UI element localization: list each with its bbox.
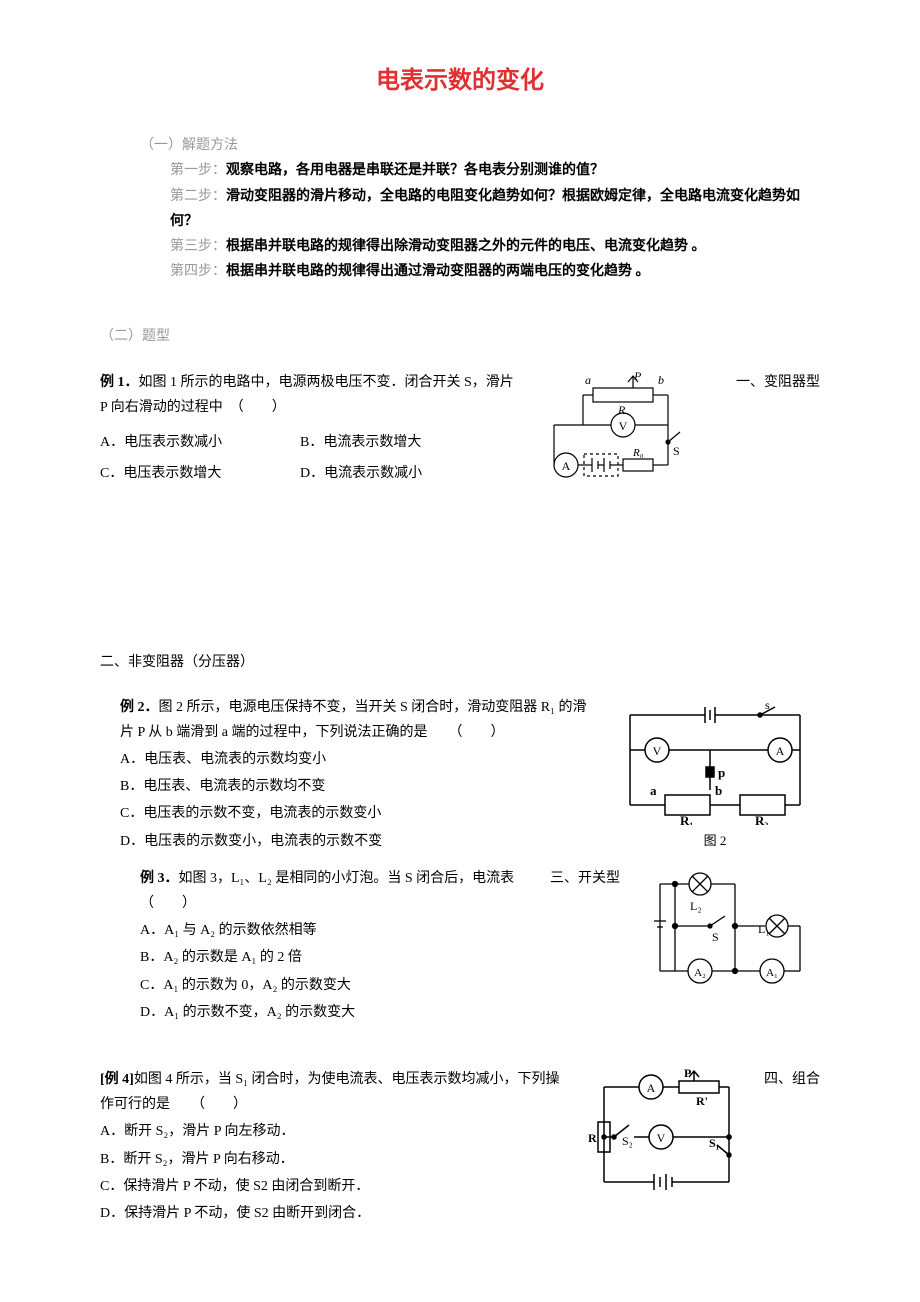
svg-text:S₁: S₁: [709, 1136, 720, 1150]
ex4-opt-b: B．断开 S₂，滑片 P 向右移动．: [100, 1147, 564, 1172]
svg-text:P: P: [633, 370, 642, 383]
example-2-options: A．电压表、电流表的示数均变小 B．电压表、电流表的示数均不变 C．电压表的示数…: [120, 747, 590, 854]
ex3-opt-c: C．A₁ 的示数为 0，A₂ 的示数变大: [140, 973, 610, 998]
example-2-stem: 例 2．图 2 所示，电源电压保持不变，当开关 S 闭合时，滑动变阻器 R₁ 的…: [120, 695, 590, 745]
example-3-label: 例 3．: [140, 871, 179, 886]
section-1-heading: （一）解题方法: [140, 133, 820, 158]
svg-text:V: V: [619, 419, 628, 433]
example-4-options: A．断开 S₂，滑片 P 向左移动． B．断开 S₂，滑片 P 向右移动． C．…: [100, 1119, 564, 1226]
step-4: 第四步：根据串并联电路的规律得出通过滑动变阻器的两端电压的变化趋势 。: [170, 259, 820, 284]
step-3-text: 根据串并联电路的规律得出除滑动变阻器之外的元件的电压、电流变化趋势 。: [226, 239, 706, 254]
type-1-label: 一、变阻器型: [736, 370, 820, 397]
step-1: 第一步：观察电路，各用电器是串联还是并联？各电表分别测谁的值？: [170, 158, 820, 183]
section-2-heading: （二）题型: [100, 324, 820, 349]
example-1-row: 例 1．如图 1 所示的电路中，电源两极电压不变．闭合开关 S，滑片 P 向右滑…: [100, 370, 820, 490]
svg-text:A: A: [776, 744, 785, 758]
svg-text:a: a: [585, 373, 591, 387]
ex4-opt-a: A．断开 S₂，滑片 P 向左移动．: [100, 1119, 564, 1144]
ex2-opt-a: A．电压表、电流表的示数均变小: [120, 747, 590, 772]
example-3-row: 三、开关型 例 3．如图 3，L₁、L₂ 是相同的小灯泡。当 S 闭合后，电流表…: [100, 866, 820, 1027]
example-4-stem: [例 4]如图 4 所示，当 S₁ 闭合时，为使电流表、电压表示数均减小，下列操…: [100, 1067, 564, 1117]
example-1-text: 如图 1 所示的电路中，电源两极电压不变．闭合开关 S，滑片 P 向右滑动的过程…: [100, 375, 514, 415]
ex3-opt-b: B．A₂ 的示数是 A₁ 的 2 倍: [140, 945, 610, 970]
ex1-opt-a: A．电压表示数减小: [100, 430, 300, 455]
circuit-2-svg: s V A p a b R₁: [610, 695, 820, 825]
svg-text:p: p: [718, 765, 725, 780]
step-2-text: 滑动变阻器的滑片移动，全电路的电阻变化趋势如何？根据欧姆定律，全电路电流变化趋势…: [170, 189, 800, 229]
example-1-label: 例 1．: [100, 375, 139, 390]
example-3-stem: 例 3．如图 3，L₁、L₂ 是相同的小灯泡。当 S 闭合后，电流表 （ ）: [140, 866, 610, 916]
ex1-opt-b: B．电流表示数增大: [300, 430, 500, 455]
svg-text:a: a: [650, 783, 657, 798]
step-2: 第二步：滑动变阻器的滑片移动，全电路的电阻变化趋势如何？根据欧姆定律，全电路电流…: [170, 184, 820, 234]
circuit-3-svg: L₂ S L₁: [630, 866, 820, 996]
example-2-row: 例 2．图 2 所示，电源电压保持不变，当开关 S 闭合时，滑动变阻器 R₁ 的…: [100, 695, 820, 856]
svg-text:P: P: [684, 1067, 691, 1080]
svg-text:A: A: [562, 459, 571, 473]
svg-text:S₂: S₂: [622, 1134, 633, 1148]
example-3-options: A．A₁ 与 A₂ 的示数依然相等 B．A₂ 的示数是 A₁ 的 2 倍 C．A…: [140, 918, 610, 1025]
ex4-opt-c: C．保持滑片 P 不动，使 S2 由闭合到断开．: [100, 1174, 564, 1199]
step-3-label: 第三步：: [170, 239, 226, 254]
step-4-text: 根据串并联电路的规律得出通过滑动变阻器的两端电压的变化趋势 。: [226, 264, 650, 279]
circuit-4-svg: A P R' R S₂ V: [584, 1067, 744, 1207]
svg-text:S: S: [712, 930, 719, 944]
example-4-text: 如图 4 所示，当 S₁ 闭合时，为使电流表、电压表示数均减小，下列操作可行的是…: [100, 1072, 560, 1112]
example-2-figure: s V A p a b R₁: [610, 695, 820, 852]
example-2-text: 图 2 所示，电源电压保持不变，当开关 S 闭合时，滑动变阻器 R₁ 的滑片 P…: [120, 700, 587, 740]
svg-text:b: b: [715, 783, 722, 798]
svg-text:R₁: R₁: [680, 813, 693, 825]
svg-text:S: S: [673, 444, 680, 458]
ex1-opt-d: D．电流表示数减小: [300, 461, 500, 486]
step-1-text: 观察电路，各用电器是串联还是并联？各电表分别测谁的值？: [226, 163, 604, 178]
svg-text:A₂: A₂: [694, 967, 706, 979]
svg-text:A₁: A₁: [766, 967, 778, 979]
example-1-options: A．电压表示数减小 B．电流表示数增大 C．电压表示数增大 D．电流表示数减小: [100, 430, 518, 486]
ex3-opt-a: A．A₁ 与 A₂ 的示数依然相等: [140, 918, 610, 943]
steps-list: 第一步：观察电路，各用电器是串联还是并联？各电表分别测谁的值？ 第二步：滑动变阻…: [170, 158, 820, 284]
svg-text:V: V: [657, 1131, 666, 1145]
ex3-opt-d: D．A₁ 的示数不变，A₂ 的示数变大: [140, 1000, 610, 1025]
svg-text:A: A: [647, 1081, 656, 1095]
example-2-label: 例 2．: [120, 700, 159, 715]
svg-text:R': R': [696, 1094, 708, 1108]
example-3-figure: L₂ S L₁: [630, 866, 820, 996]
ex4-opt-d: D．保持滑片 P 不动，使 S2 由断开到闭合．: [100, 1201, 564, 1226]
type-2-label: 二、非变阻器（分压器）: [100, 650, 820, 675]
svg-text:s: s: [765, 698, 770, 712]
ex2-opt-b: B．电压表、电流表的示数均不变: [120, 774, 590, 799]
circuit-1-svg: a b P R V S A: [538, 370, 708, 490]
svg-text:R₂: R₂: [755, 813, 768, 825]
example-4-label: [例 4]: [100, 1072, 134, 1087]
example-1-figure: a b P R V S A: [538, 370, 708, 490]
svg-text:L₁: L₁: [758, 922, 770, 936]
example-3-text: 如图 3，L₁、L₂ 是相同的小灯泡。当 S 闭合后，电流表 （ ）: [140, 871, 710, 911]
type-4-label: 四、组合: [764, 1067, 820, 1092]
example-1-stem: 例 1．如图 1 所示的电路中，电源两极电压不变．闭合开关 S，滑片 P 向右滑…: [100, 370, 518, 420]
svg-text:R₀: R₀: [632, 447, 644, 459]
step-2-label: 第二步：: [170, 189, 226, 204]
example-4-figure: A P R' R S₂ V: [584, 1067, 744, 1207]
step-3: 第三步：根据串并联电路的规律得出除滑动变阻器之外的元件的电压、电流变化趋势 。: [170, 234, 820, 259]
figure-2-caption: 图 2: [704, 829, 727, 852]
svg-text:R: R: [588, 1131, 597, 1145]
ex1-opt-c: C．电压表示数增大: [100, 461, 300, 486]
example-4-row: [例 4]如图 4 所示，当 S₁ 闭合时，为使电流表、电压表示数均减小，下列操…: [100, 1067, 820, 1228]
svg-text:b: b: [658, 373, 664, 387]
step-4-label: 第四步：: [170, 264, 226, 279]
document-title: 电表示数的变化: [100, 60, 820, 103]
ex2-opt-c: C．电压表的示数不变，电流表的示数变小: [120, 801, 590, 826]
ex2-opt-d: D．电压表的示数变小，电流表的示数不变: [120, 829, 590, 854]
svg-text:R: R: [617, 403, 626, 417]
svg-text:L₂: L₂: [690, 899, 702, 913]
step-1-label: 第一步：: [170, 163, 226, 178]
svg-text:V: V: [653, 744, 662, 758]
